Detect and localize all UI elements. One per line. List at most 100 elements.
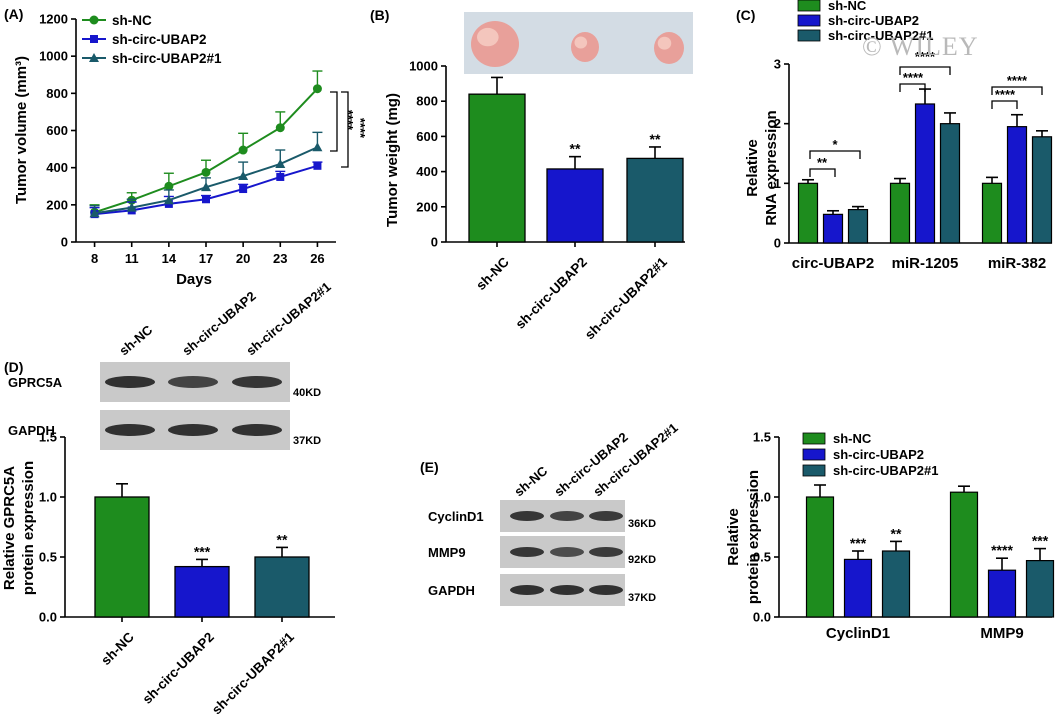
panel-e-y-tick-label: 0.0 (753, 610, 771, 625)
panel-e-y-tick-label: 0.5 (753, 550, 771, 565)
panel-c-significance: * (832, 137, 838, 152)
panel-b-category-label: sh-circ-UBAP2 (512, 254, 589, 331)
panel-e-y-tick-label: 1.0 (753, 490, 771, 505)
panel-e-blot-size-label: 37KD (628, 592, 656, 604)
panel-b-y-tick-label: 400 (416, 164, 438, 179)
panel-a-point (163, 195, 174, 205)
panel-e-significance: **** (991, 542, 1013, 558)
panel-c-label: (C) (736, 7, 755, 23)
panel-b-bar (468, 93, 526, 243)
panel-a-y-tick-label: 800 (46, 86, 68, 101)
panel-e-label: (E) (420, 459, 439, 475)
panel-e-blot-band (550, 547, 584, 557)
panel-b-bar (546, 168, 604, 243)
panel-b-significance: ** (650, 131, 661, 147)
panel-b-y-tick-label: 800 (416, 94, 438, 109)
panel-e-bar (949, 491, 979, 618)
panel-a-bracket-inner (330, 91, 338, 152)
panel-d-blot-row-label: GPRC5A (8, 375, 63, 390)
panel-c-bar (847, 208, 869, 244)
panel-e-blot-band (589, 547, 623, 557)
panel-b-tumor-highlight (574, 36, 588, 49)
panel-d-label: (D) (4, 359, 23, 375)
panel-e-blot-band (589, 511, 623, 521)
panel-e-category-label: CyclinD1 (826, 625, 890, 642)
panel-d-category-label: sh-circ-UBAP2 (139, 629, 216, 706)
panel-e-category-label: MMP9 (980, 625, 1023, 642)
panel-d-bar (254, 556, 310, 618)
panel-e-significance: ** (891, 525, 902, 541)
panel-c-bar (889, 182, 911, 244)
panel-a-legend-marker (89, 15, 99, 25)
panel-e-y-axis-title: Relative (725, 508, 742, 566)
panel-c-y-axis-title: Relative (744, 139, 761, 197)
panel-a-significance: **** (353, 118, 368, 139)
panel-e-legend-swatch (802, 432, 826, 445)
panel-d-bar (94, 496, 150, 618)
panel-e-y-axis-title: protein expression (745, 470, 762, 604)
panel-d-blot-size-label: 37KD (293, 435, 321, 447)
panel-c-y-tick-label: 3 (774, 57, 781, 72)
panel-d-y-tick-label: 0.5 (39, 550, 57, 565)
panel-a-point (239, 185, 248, 194)
panel-c-bar (797, 182, 819, 244)
panel-e-legend-label: sh-circ-UBAP2 (833, 447, 924, 462)
panel-c-bracket (809, 168, 836, 177)
panel-a-point (312, 142, 323, 152)
panel-a-point (126, 202, 137, 212)
panel-a-point (276, 172, 285, 181)
panel-e-blot-band (550, 585, 584, 595)
panel-d-blot-band (168, 376, 218, 388)
panel-a-point (201, 182, 211, 192)
panel-a-y-axis-title: Tumor volume (mm³) (13, 56, 30, 204)
panel-e-legend-label: sh-circ-UBAP2#1 (833, 463, 939, 478)
panel-d-y-tick-label: 0.0 (39, 610, 57, 625)
panel-a-point (201, 167, 211, 177)
panel-c-bracket (899, 83, 926, 92)
panel-c-y-tick-label: 1 (774, 176, 781, 191)
panel-e-significance: *** (850, 535, 867, 551)
panel-a-legend-marker (89, 53, 99, 62)
panel-e-legend-swatch (802, 448, 826, 461)
panel-a-x-tick-label: 20 (236, 251, 250, 266)
panel-c-significance: **** (995, 87, 1016, 102)
panel-d-y-axis-title: Relative GPRC5A (1, 466, 18, 590)
panel-d-category-label: sh-circ-UBAP2#1 (209, 629, 297, 717)
panel-c-bracket (991, 100, 1018, 109)
panel-d-blot-size-label: 40KD (293, 387, 321, 399)
panel-c-legend-label: sh-circ-UBAP2#1 (828, 28, 934, 43)
panel-c-legend-label: sh-circ-UBAP2 (828, 13, 919, 28)
panel-b-category-label: sh-NC (473, 254, 512, 293)
wiley-watermark: © WILEY (862, 32, 979, 61)
panel-c-significance: **** (903, 70, 924, 85)
panel-e-blot-size-label: 92KD (628, 554, 656, 566)
panel-d-lane-label: sh-circ-UBAP2#1 (243, 279, 333, 358)
panel-c-bracket (809, 150, 861, 159)
panel-b-label: (B) (370, 7, 389, 23)
panel-a-point (313, 161, 322, 170)
panel-b-tumor (654, 32, 684, 64)
panel-e-significance: *** (1032, 533, 1049, 549)
panel-e-y-tick-label: 1.5 (753, 430, 771, 445)
panel-c-bar (981, 182, 1003, 244)
panel-c-y-tick-label: 0 (774, 236, 781, 251)
panel-c-bar (822, 213, 844, 244)
panel-c-bar (1006, 126, 1028, 244)
panel-d-blot-band (105, 424, 155, 436)
panel-d-blot-row-label: GAPDH (8, 423, 55, 438)
panel-d-blot-band (105, 376, 155, 388)
panel-c-category-label: miR-1205 (892, 255, 959, 272)
panel-a-x-tick-label: 17 (199, 251, 213, 266)
panel-b-y-tick-label: 600 (416, 129, 438, 144)
panel-a-significance: **** (341, 110, 356, 131)
panel-a-x-tick-label: 11 (125, 251, 139, 266)
panel-a-y-tick-label: 1000 (39, 49, 68, 64)
panel-a-point (275, 123, 285, 133)
panel-b-category-label: sh-circ-UBAP2#1 (582, 254, 670, 342)
panel-c-significance: ** (817, 155, 828, 170)
panel-b-tumor (571, 32, 599, 62)
panel-a-y-tick-label: 0 (61, 235, 68, 250)
panel-a-point (312, 84, 322, 94)
panel-c-category-label: circ-UBAP2 (792, 255, 875, 272)
